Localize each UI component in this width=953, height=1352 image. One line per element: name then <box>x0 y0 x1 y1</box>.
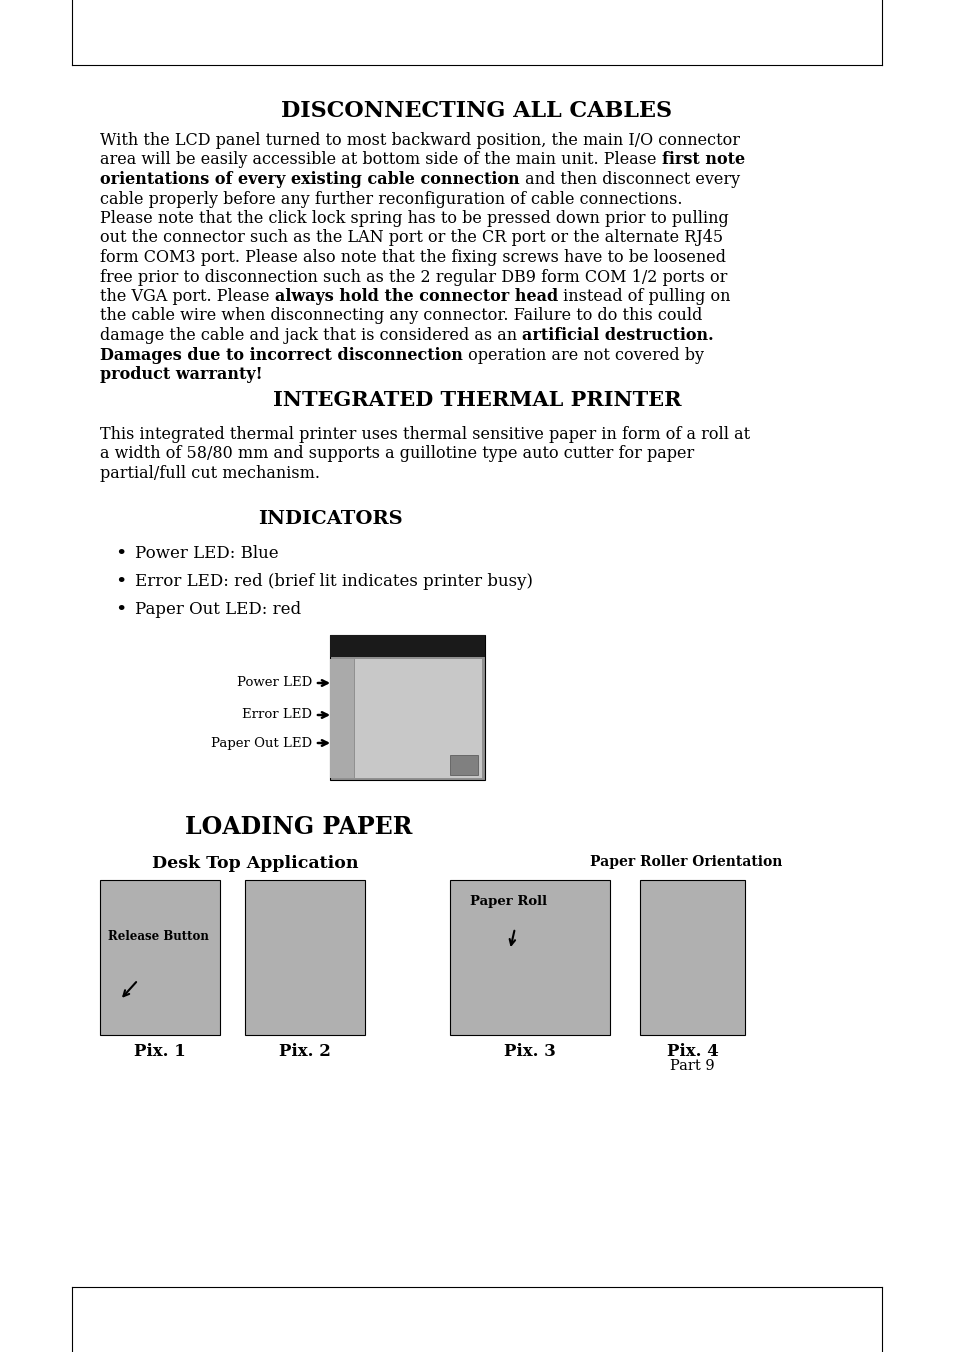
Text: orientations of every existing cable connection: orientations of every existing cable con… <box>100 170 519 188</box>
Bar <box>245 880 365 1036</box>
Text: and then disconnect every: and then disconnect every <box>519 170 739 188</box>
Text: Power LED: Blue: Power LED: Blue <box>135 545 278 562</box>
Text: INDICATORS: INDICATORS <box>257 510 402 529</box>
Text: Please note that the click lock spring has to be pressed down prior to pulling: Please note that the click lock spring h… <box>100 210 728 227</box>
Bar <box>330 635 484 780</box>
Text: This integrated thermal printer uses thermal sensitive paper in form of a roll a: This integrated thermal printer uses the… <box>100 426 749 443</box>
Text: first note: first note <box>661 151 744 169</box>
Text: product warranty!: product warranty! <box>100 366 262 383</box>
Text: partial/full cut mechanism.: partial/full cut mechanism. <box>100 465 319 483</box>
Bar <box>100 880 220 1036</box>
Text: INTEGRATED THERMAL PRINTER: INTEGRATED THERMAL PRINTER <box>273 389 680 410</box>
Text: LOADING PAPER: LOADING PAPER <box>185 815 412 840</box>
Text: area will be easily accessible at bottom side of the main unit. Please: area will be easily accessible at bottom… <box>100 151 661 169</box>
Text: Paper Roll: Paper Roll <box>470 895 547 909</box>
Text: Pix. 4: Pix. 4 <box>666 1042 718 1060</box>
Text: free prior to disconnection such as the 2 regular DB9 form COM 1/2 ports or: free prior to disconnection such as the … <box>100 269 726 285</box>
Text: the cable wire when disconnecting any connector. Failure to do this could: the cable wire when disconnecting any co… <box>100 307 701 324</box>
Text: •: • <box>115 602 126 619</box>
Text: operation are not covered by: operation are not covered by <box>462 346 703 364</box>
Text: Part 9: Part 9 <box>670 1059 714 1073</box>
Text: a width of 58/80 mm and supports a guillotine type auto cutter for paper: a width of 58/80 mm and supports a guill… <box>100 446 694 462</box>
Text: Pix. 3: Pix. 3 <box>503 1042 556 1060</box>
Text: Error LED: Error LED <box>242 708 312 722</box>
Text: damage the cable and jack that is considered as an: damage the cable and jack that is consid… <box>100 327 521 343</box>
Bar <box>330 635 484 657</box>
Text: Release Button: Release Button <box>108 930 209 942</box>
Text: Pix. 1: Pix. 1 <box>134 1042 186 1060</box>
Text: the VGA port. Please: the VGA port. Please <box>100 288 274 306</box>
Text: artificial destruction.: artificial destruction. <box>521 327 713 343</box>
Bar <box>639 880 744 1036</box>
Text: With the LCD panel turned to most backward position, the main I/O connector: With the LCD panel turned to most backwa… <box>100 132 740 149</box>
Bar <box>450 754 477 775</box>
Text: Error LED: red (brief lit indicates printer busy): Error LED: red (brief lit indicates prin… <box>135 573 533 589</box>
Text: Damages due to incorrect disconnection: Damages due to incorrect disconnection <box>100 346 462 364</box>
Text: Pix. 2: Pix. 2 <box>279 1042 331 1060</box>
Bar <box>330 658 354 777</box>
Text: Desk Top Application: Desk Top Application <box>152 854 358 872</box>
Bar <box>450 880 609 1036</box>
Text: •: • <box>115 573 126 591</box>
Text: Paper Roller Orientation: Paper Roller Orientation <box>589 854 781 869</box>
Text: Paper Out LED: Paper Out LED <box>211 737 312 749</box>
Text: Paper Out LED: red: Paper Out LED: red <box>135 602 301 618</box>
Text: Power LED: Power LED <box>236 676 312 690</box>
Text: out the connector such as the LAN port or the CR port or the alternate RJ45: out the connector such as the LAN port o… <box>100 230 722 246</box>
Text: DISCONNECTING ALL CABLES: DISCONNECTING ALL CABLES <box>281 100 672 122</box>
Text: always hold the connector head: always hold the connector head <box>274 288 558 306</box>
Text: cable properly before any further reconfiguration of cable connections.: cable properly before any further reconf… <box>100 191 681 207</box>
Bar <box>355 658 481 777</box>
Text: form COM3 port. Please also note that the fixing screws have to be loosened: form COM3 port. Please also note that th… <box>100 249 725 266</box>
Text: instead of pulling on: instead of pulling on <box>558 288 730 306</box>
Text: •: • <box>115 545 126 562</box>
